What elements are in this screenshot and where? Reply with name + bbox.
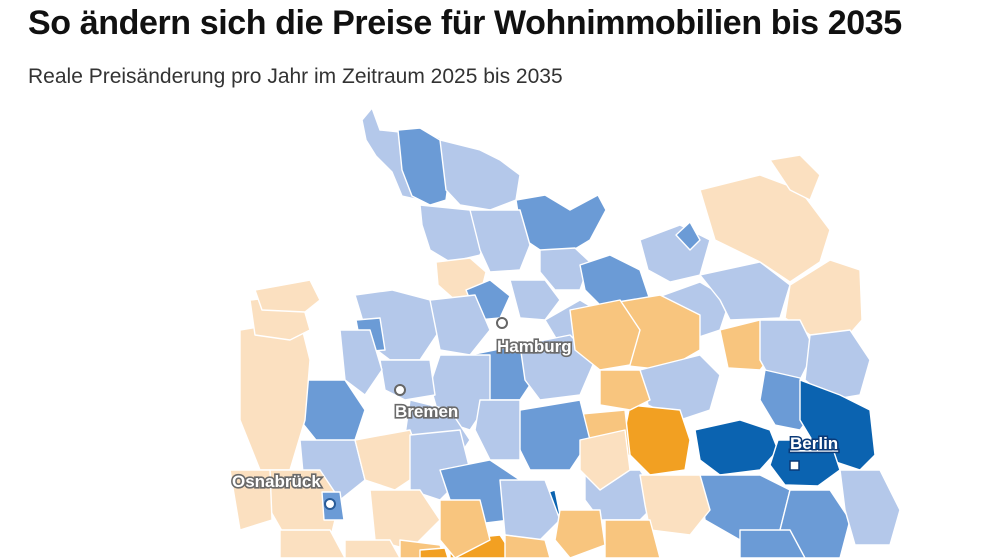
region-ni-stade[interactable] (429, 294, 491, 356)
city-markers: Hamburg Bremen Osnabrück Berlin (230, 317, 840, 510)
region-ni-uelzen[interactable] (569, 299, 641, 371)
region-mv-rostock[interactable] (639, 224, 711, 283)
region-sh-north-east[interactable] (397, 127, 451, 206)
city-marker-osnabrueck (324, 498, 336, 510)
region-nw-lippe[interactable] (439, 499, 491, 558)
city-marker-bremen (394, 384, 406, 396)
region-nw-minden[interactable] (369, 489, 441, 551)
region-ni-gifhorn[interactable] (579, 429, 631, 491)
page-subtitle: Reale Preisänderung pro Jahr im Zeitraum… (28, 65, 563, 88)
region-ni-aurich[interactable] (254, 279, 321, 313)
region-ni-grafschaft[interactable] (229, 469, 273, 531)
region-ni-osterholz[interactable] (379, 359, 436, 401)
region-sh-plön[interactable] (539, 247, 591, 291)
region-sh-stormarn[interactable] (509, 279, 561, 321)
region-ni-wesermarsch[interactable] (339, 329, 383, 396)
region-sh-flensburg[interactable] (439, 139, 521, 211)
region-bb-berlin[interactable] (769, 439, 841, 487)
region-mv-rostock-city[interactable] (675, 221, 701, 251)
region-ni-hannover[interactable] (499, 479, 561, 541)
region-bb-tf[interactable] (739, 529, 806, 558)
page-title: So ändern sich die Preise für Wohnimmobi… (28, 4, 902, 42)
region-st-mag[interactable] (604, 519, 661, 558)
region-bb-um[interactable] (804, 329, 871, 401)
region-sh-mid[interactable] (469, 209, 531, 273)
city-label-bremen[interactable]: Bremen (393, 400, 460, 422)
region-nw-muenster[interactable] (344, 539, 401, 558)
region-mv-rügen[interactable] (769, 154, 821, 201)
region-ni-emsland[interactable] (239, 319, 311, 471)
region-st-abi[interactable] (639, 474, 711, 536)
city-label-osnabrueck[interactable]: Osnabrück (230, 470, 323, 492)
region-nw-herford[interactable] (419, 547, 449, 558)
region-st-bk[interactable] (639, 354, 721, 421)
region-mv-vr[interactable] (699, 174, 831, 283)
region-ni-peine[interactable] (554, 509, 606, 558)
city-marker-berlin (789, 460, 800, 471)
city-label-berlin[interactable]: Berlin (789, 433, 840, 455)
region-ni-dannenberg[interactable] (599, 369, 651, 411)
region-sh-kiel[interactable] (515, 194, 607, 259)
region-ni-celle[interactable] (514, 399, 591, 471)
region-bb-hvl[interactable] (694, 419, 779, 476)
region-nw-steinfurt[interactable] (279, 529, 346, 558)
map-regions (229, 107, 901, 558)
city-marker-hamburg (496, 317, 508, 329)
region-ni-heidekreis[interactable] (474, 399, 521, 461)
region-bb-los[interactable] (839, 469, 901, 546)
region-st-jl[interactable] (624, 404, 691, 476)
city-label-hamburg[interactable]: Hamburg (495, 335, 573, 357)
region-ni-schaumburg[interactable] (504, 534, 551, 558)
region-ni-oldenburg[interactable] (299, 379, 366, 446)
